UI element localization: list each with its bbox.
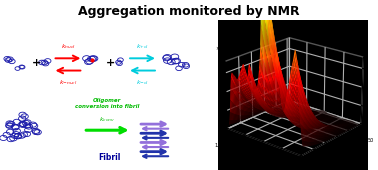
Text: Fibril: Fibril [98, 153, 121, 162]
Text: $k_{-ol}$: $k_{-ol}$ [136, 78, 149, 87]
Text: +: + [31, 58, 41, 68]
Text: +: + [106, 58, 115, 68]
Text: $k_{nucl}$: $k_{nucl}$ [60, 42, 75, 51]
Y-axis label: Time (h): Time (h) [342, 157, 364, 170]
Text: $k_{+ol}$: $k_{+ol}$ [136, 42, 149, 51]
Text: Oligomer
conversion into fibril: Oligomer conversion into fibril [75, 98, 139, 109]
Text: $k_{-nucl}$: $k_{-nucl}$ [59, 78, 77, 87]
Text: $\times 10^5$: $\times 10^5$ [215, 43, 229, 53]
Text: Aggregation monitored by NMR: Aggregation monitored by NMR [78, 5, 300, 18]
X-axis label: Frequency
(ppm): Frequency (ppm) [230, 159, 261, 170]
Text: $k_{conv}$: $k_{conv}$ [99, 115, 116, 124]
